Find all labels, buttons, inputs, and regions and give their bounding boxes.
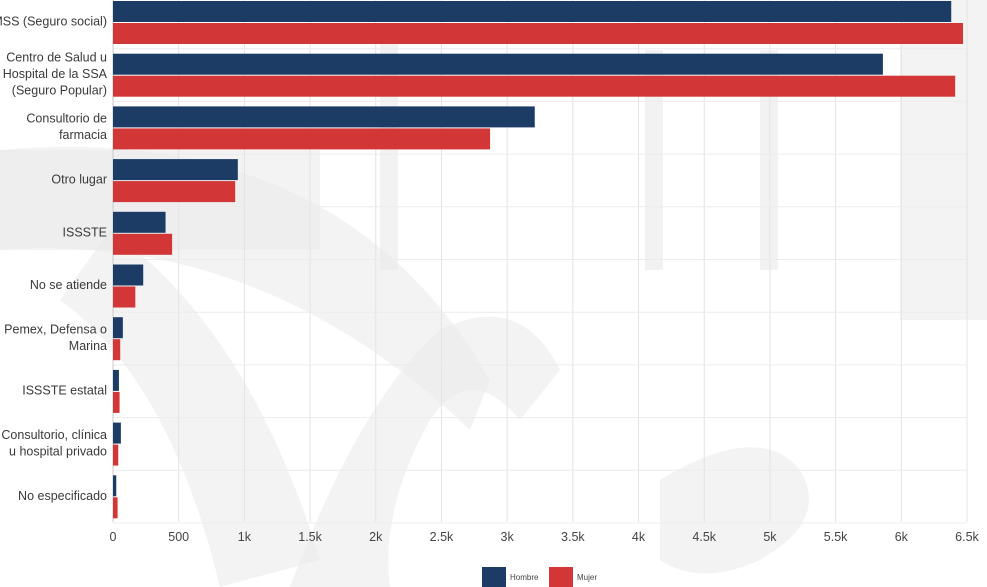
- watermark-shape: [645, 50, 663, 270]
- bar-hombre: [113, 369, 119, 391]
- x-axis-ticks: 0 500 1k 1.5k 2k 2.5k 3k 3.5k 4k 4.5k 5k 5.5k 6k 6.5k: [110, 530, 980, 544]
- legend[interactable]: Hombre Mujer: [482, 567, 597, 587]
- bar-hombre: [113, 475, 117, 497]
- bar-hombre: [113, 159, 238, 181]
- x-tick-label: 5.5k: [824, 530, 848, 544]
- watermark-shape: [290, 316, 560, 587]
- bar-hombre: [113, 106, 535, 128]
- category-label: Otro lugar: [51, 173, 107, 187]
- x-tick-label: 2k: [369, 530, 383, 544]
- bar-hombre: [113, 422, 121, 444]
- bars: [113, 1, 964, 519]
- category-label: No se atiende: [30, 278, 107, 292]
- bar-mujer: [113, 444, 119, 466]
- legend-swatch-mujer: [549, 567, 573, 587]
- bar-mujer: [113, 233, 173, 255]
- legend-swatch-hombre: [482, 567, 506, 587]
- x-tick-label: 6.5k: [955, 530, 979, 544]
- category-label: Pemex, Defensa o Marina: [4, 323, 107, 354]
- x-tick-label: 500: [168, 530, 189, 544]
- bar-mujer: [113, 75, 956, 97]
- x-tick-label: 4.5k: [692, 530, 716, 544]
- bar-hombre: [113, 211, 166, 233]
- bar-mujer: [113, 181, 236, 203]
- bar-hombre: [113, 1, 952, 22]
- watermark-shape: [900, 0, 987, 320]
- category-label: IMSS (Seguro social): [0, 15, 107, 29]
- x-tick-label: 5k: [763, 530, 777, 544]
- x-tick-label: 0: [110, 530, 117, 544]
- category-label: No especificado: [18, 489, 107, 503]
- bar-mujer: [113, 128, 491, 150]
- bar-hombre: [113, 317, 123, 339]
- x-tick-label: 6k: [895, 530, 909, 544]
- x-tick-label: 4k: [632, 530, 646, 544]
- x-tick-label: 1k: [238, 530, 252, 544]
- category-label: Consultorio, clínica u hospital privado: [1, 428, 107, 459]
- bar-mujer: [113, 23, 964, 44]
- watermark-shape: [660, 447, 809, 574]
- category-labels: IMSS (Seguro social) Centro de Salud u Hos…: [0, 15, 108, 503]
- watermark-shape: [60, 230, 320, 587]
- bar-mujer: [113, 497, 118, 519]
- category-label: Centro de Salud u Hospital de la SSA (Segu…: [3, 51, 108, 98]
- x-tick-label: 1.5k: [298, 530, 322, 544]
- legend-label-mujer: Mujer: [577, 573, 597, 582]
- bar-mujer: [113, 286, 136, 308]
- category-label: Consultorio de farmacia: [26, 112, 107, 142]
- bar-hombre: [113, 264, 144, 286]
- bar-mujer: [113, 391, 120, 413]
- x-tick-label: 3k: [501, 530, 515, 544]
- x-tick-label: 3.5k: [561, 530, 585, 544]
- x-tick-label: 2.5k: [430, 530, 454, 544]
- watermark-shape: [380, 40, 398, 270]
- category-label: ISSSTE: [63, 226, 107, 240]
- bar-hombre: [113, 53, 883, 75]
- watermark-shape: [760, 50, 778, 270]
- legend-label-hombre: Hombre: [510, 573, 539, 582]
- bar-mujer: [113, 339, 121, 361]
- category-label: ISSSTE estatal: [22, 384, 107, 398]
- grid-lines: [112, 0, 968, 524]
